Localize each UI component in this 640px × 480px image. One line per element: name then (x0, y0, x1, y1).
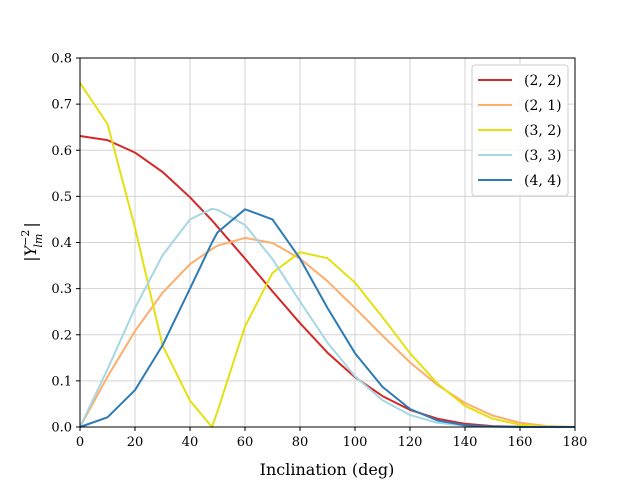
legend-label: (4, 4) (524, 173, 562, 189)
y-tick-label: 0.8 (51, 52, 72, 67)
legend-label: (3, 3) (524, 148, 562, 164)
x-tick-label: 180 (563, 435, 588, 450)
x-tick-label: 140 (453, 435, 478, 450)
series-line (79, 82, 576, 428)
x-tick-label: 120 (398, 435, 423, 450)
x-tick-label: 40 (182, 435, 199, 450)
y-axis-label: |Y−2lm | (19, 222, 45, 262)
x-axis-label: Inclination (deg) (260, 460, 395, 479)
y-axis-label-close: | (21, 222, 40, 227)
legend-label: (2, 2) (524, 73, 562, 89)
y-tick-label: 0.6 (51, 144, 72, 159)
y-axis-label-sub: lm (32, 234, 45, 248)
y-axis-label-base: |Y (21, 244, 40, 261)
x-tick-label: 160 (508, 435, 533, 450)
legend-label: (2, 1) (524, 98, 562, 114)
y-tick-label: 0.4 (51, 236, 72, 251)
y-tick-label: 0.1 (51, 374, 72, 389)
x-tick-label: 0 (76, 435, 84, 450)
series-line (79, 208, 575, 428)
y-tick-label: 0.2 (51, 328, 72, 343)
y-tick-label: 0.0 (51, 421, 72, 436)
x-tick-label: 20 (127, 435, 144, 450)
legend: (2, 2) (2, 1) (3, 2) (3, 3) (4, 4) (471, 64, 569, 197)
legend-label: (3, 2) (524, 123, 562, 139)
y-axis-label-sup: −2 (19, 230, 32, 246)
x-tick-label: 80 (292, 435, 309, 450)
y-tick-label: 0.5 (51, 190, 72, 205)
ticks: 0 20 40 60 80 100 120 140 160 180 0.0 0.1 0.2 0.3 0.4 0… (51, 52, 587, 451)
x-tick-label: 100 (343, 435, 368, 450)
series-lines (79, 82, 576, 428)
x-tick-label: 60 (237, 435, 254, 450)
series-line (79, 236, 576, 428)
y-tick-label: 0.7 (51, 98, 72, 113)
legend-box (471, 64, 569, 197)
y-tick-label: 0.3 (51, 282, 72, 297)
